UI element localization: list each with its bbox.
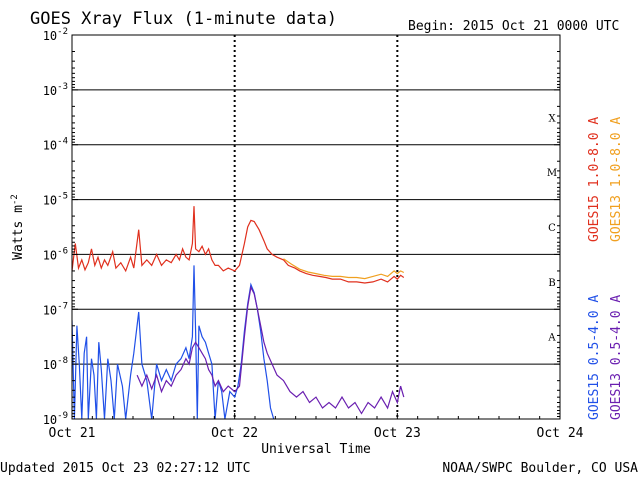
flare-class-b: B <box>548 278 555 289</box>
series-goes13-0-5-4-0-a <box>136 285 405 415</box>
y-tick-label-5: 10-7 <box>43 301 68 317</box>
legend-short-wavelength: GOES15 0.5-4.0 A GOES13 0.5-4.0 A <box>587 295 624 420</box>
y-tick-label-1: 10-3 <box>43 82 68 98</box>
y-tick-label-6: 10-8 <box>43 356 68 372</box>
legend-goes15-0-5-4-0-a: GOES15 0.5-4.0 A <box>587 295 602 420</box>
y-axis-label-base: Watts m <box>11 205 26 260</box>
credit-text: NOAA/SWPC Boulder, CO USA <box>442 461 638 476</box>
x-tick-label-1: Oct 22 <box>211 426 258 441</box>
legend-goes13-1-0-8-0-a: GOES13 1.0-8.0 A <box>609 117 624 242</box>
flare-class-x: X <box>548 113 556 124</box>
y-tick-label-0: 10-2 <box>43 27 68 43</box>
series-goes15-1-0-8-0-a <box>72 206 405 284</box>
y-tick-labels: 10-2 10-3 10-4 10-5 10-6 10-7 10-8 10-9 <box>43 27 560 427</box>
y-axis-label: Watts m-2 <box>10 194 26 260</box>
x-tick-label-3: Oct 24 <box>537 426 584 441</box>
updated-time: Updated 2015 Oct 23 02:27:12 UTC <box>0 461 250 476</box>
x-tick-label-0: Oct 21 <box>49 426 96 441</box>
chart-title: GOES Xray Flux (1-minute data) <box>30 9 337 29</box>
x-tick-label-2: Oct 23 <box>374 426 421 441</box>
series-layer <box>72 206 405 419</box>
x-tick-labels: Oct 21 Oct 22 Oct 23 Oct 24 <box>49 413 584 441</box>
flare-class-labels: X M C B A <box>547 113 557 343</box>
begin-time: Begin: 2015 Oct 21 0000 UTC <box>408 19 619 34</box>
series-goes13-1-0-8-0-a <box>283 258 405 280</box>
legend-long-wavelength: GOES15 1.0-8.0 A GOES13 1.0-8.0 A <box>587 117 624 242</box>
plot-frame <box>71 34 561 420</box>
y-tick-label-7: 10-9 <box>43 411 68 427</box>
y-tick-label-3: 10-5 <box>43 192 68 208</box>
x-axis-label: Universal Time <box>261 442 371 457</box>
legend-goes13-0-5-4-0-a: GOES13 0.5-4.0 A <box>609 295 624 420</box>
y-tick-label-2: 10-4 <box>43 137 68 153</box>
y-axis-label-exp: -2 <box>10 194 20 205</box>
flare-class-a: A <box>547 333 556 344</box>
flare-class-m: M <box>547 168 557 179</box>
flare-class-c: C <box>548 223 556 234</box>
grid-layer <box>72 35 560 419</box>
legend-goes15-1-0-8-0-a: GOES15 1.0-8.0 A <box>587 117 602 242</box>
y-tick-label-4: 10-6 <box>43 246 68 262</box>
